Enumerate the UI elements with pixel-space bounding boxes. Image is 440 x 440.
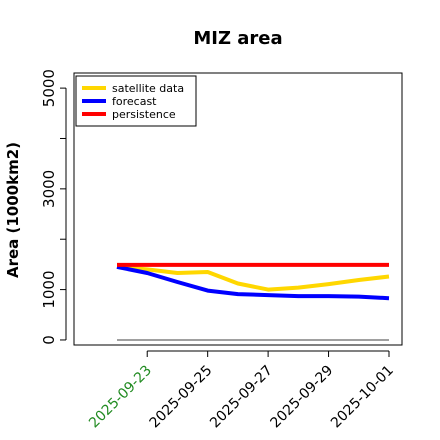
plot-frame [73, 72, 403, 346]
y-tick-label: 0 [40, 335, 58, 345]
y-tick-label: 1000 [40, 270, 58, 308]
legend-label: forecast [112, 95, 157, 108]
legend-label: persistence [112, 108, 176, 121]
y-axis-label: Area (1000km2) [4, 142, 22, 278]
series-layer [116, 262, 390, 341]
x-axis: 2025-09-232025-09-252025-09-272025-09-29… [86, 350, 397, 432]
series-line-forecast [116, 264, 390, 301]
x-tick-label: 2025-09-25 [147, 363, 216, 432]
y-tick-label: 3000 [40, 170, 58, 208]
legend-label: satellite data [112, 82, 184, 95]
x-tick-label: 2025-09-29 [268, 363, 337, 432]
x-tick-label: 2025-10-01 [328, 363, 397, 432]
chart-title: MIZ area [193, 28, 282, 49]
x-tick-label: 2025-09-27 [207, 363, 276, 432]
series-line-satellite-data [116, 264, 390, 292]
y-axis: 0 1000 3000 5000 [40, 69, 67, 345]
x-tick-label: 2025-09-23 [86, 363, 155, 432]
y-tick-label: 5000 [40, 69, 58, 107]
